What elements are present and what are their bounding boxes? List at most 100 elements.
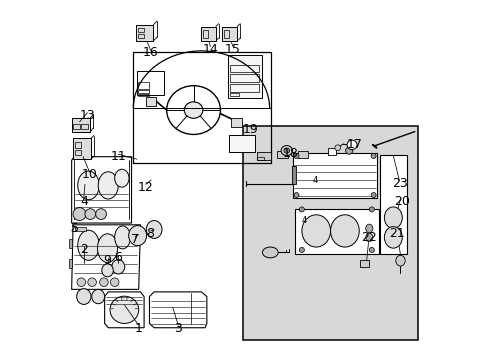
Polygon shape [72,157,131,223]
Ellipse shape [368,207,373,212]
Bar [230,74,258,82]
Bar [145,97,156,106]
Bar [297,151,308,158]
Bar [292,153,376,198]
Ellipse shape [293,153,298,158]
Bar [75,226,86,231]
Ellipse shape [88,278,96,287]
Text: 11: 11 [110,150,126,163]
Text: 4: 4 [80,195,88,208]
Ellipse shape [370,193,375,198]
Bar [229,135,255,152]
Ellipse shape [293,193,298,198]
Ellipse shape [97,234,117,262]
Ellipse shape [78,171,99,200]
Bar [224,30,228,38]
Bar [81,124,88,129]
Ellipse shape [346,140,356,149]
Bar [75,149,81,155]
Ellipse shape [98,172,118,199]
Ellipse shape [96,209,106,220]
Ellipse shape [299,207,304,212]
Ellipse shape [365,233,372,242]
Text: 15: 15 [224,42,241,55]
Text: 4: 4 [302,216,307,225]
Text: 6: 6 [114,251,122,264]
Bar [276,151,287,158]
Ellipse shape [85,209,96,220]
Text: 22: 22 [361,231,376,244]
Bar [230,93,239,96]
Text: 8: 8 [146,227,154,240]
Ellipse shape [370,153,375,158]
Ellipse shape [146,221,162,238]
Text: 4: 4 [312,176,318,185]
Bar [294,209,378,253]
Ellipse shape [110,278,119,287]
Bar [138,34,143,38]
Ellipse shape [301,215,330,247]
Text: 13: 13 [80,109,95,122]
Text: 10: 10 [81,168,97,181]
Text: 14: 14 [202,42,218,55]
Text: 23: 23 [392,177,407,190]
Bar [379,155,406,253]
Ellipse shape [112,260,124,274]
Text: 18: 18 [282,147,298,159]
Ellipse shape [330,215,359,247]
Text: 12: 12 [138,181,153,194]
Bar [257,157,263,160]
Bar [327,148,335,155]
Bar [138,90,148,93]
Ellipse shape [73,208,86,221]
Bar [73,138,91,159]
Text: 21: 21 [388,227,404,240]
Bar [201,27,215,41]
Ellipse shape [284,148,289,153]
Ellipse shape [115,226,130,249]
Bar [242,126,418,339]
Bar [138,82,148,89]
Text: 3: 3 [174,322,182,335]
Ellipse shape [384,226,402,248]
Text: 20: 20 [393,195,408,208]
Bar [137,71,163,95]
Text: 2: 2 [80,243,88,256]
Bar [230,84,258,92]
Ellipse shape [299,247,304,252]
Ellipse shape [110,296,139,323]
Bar [230,118,242,127]
Bar [72,118,90,132]
Bar [138,94,148,96]
Bar [292,166,296,184]
Ellipse shape [281,145,292,156]
Ellipse shape [92,289,104,304]
Ellipse shape [100,278,108,287]
Ellipse shape [384,207,402,228]
Ellipse shape [395,255,405,266]
Bar [69,259,72,268]
Bar [228,55,262,98]
Ellipse shape [128,226,146,246]
Bar [69,239,72,248]
Ellipse shape [334,145,340,150]
Ellipse shape [365,224,372,233]
Ellipse shape [115,169,129,187]
Bar [138,28,143,32]
Bar [73,124,80,129]
Ellipse shape [368,247,373,252]
Bar [75,142,81,148]
Ellipse shape [102,264,113,277]
Bar [359,260,368,267]
Text: 17: 17 [346,138,362,150]
Bar [230,64,258,72]
Ellipse shape [78,230,99,260]
Bar [136,25,153,41]
Ellipse shape [262,247,278,258]
Polygon shape [104,292,144,328]
Polygon shape [72,225,140,289]
Text: 7: 7 [131,233,139,246]
Polygon shape [149,292,206,328]
Bar [257,152,270,160]
Text: 1: 1 [135,322,142,335]
